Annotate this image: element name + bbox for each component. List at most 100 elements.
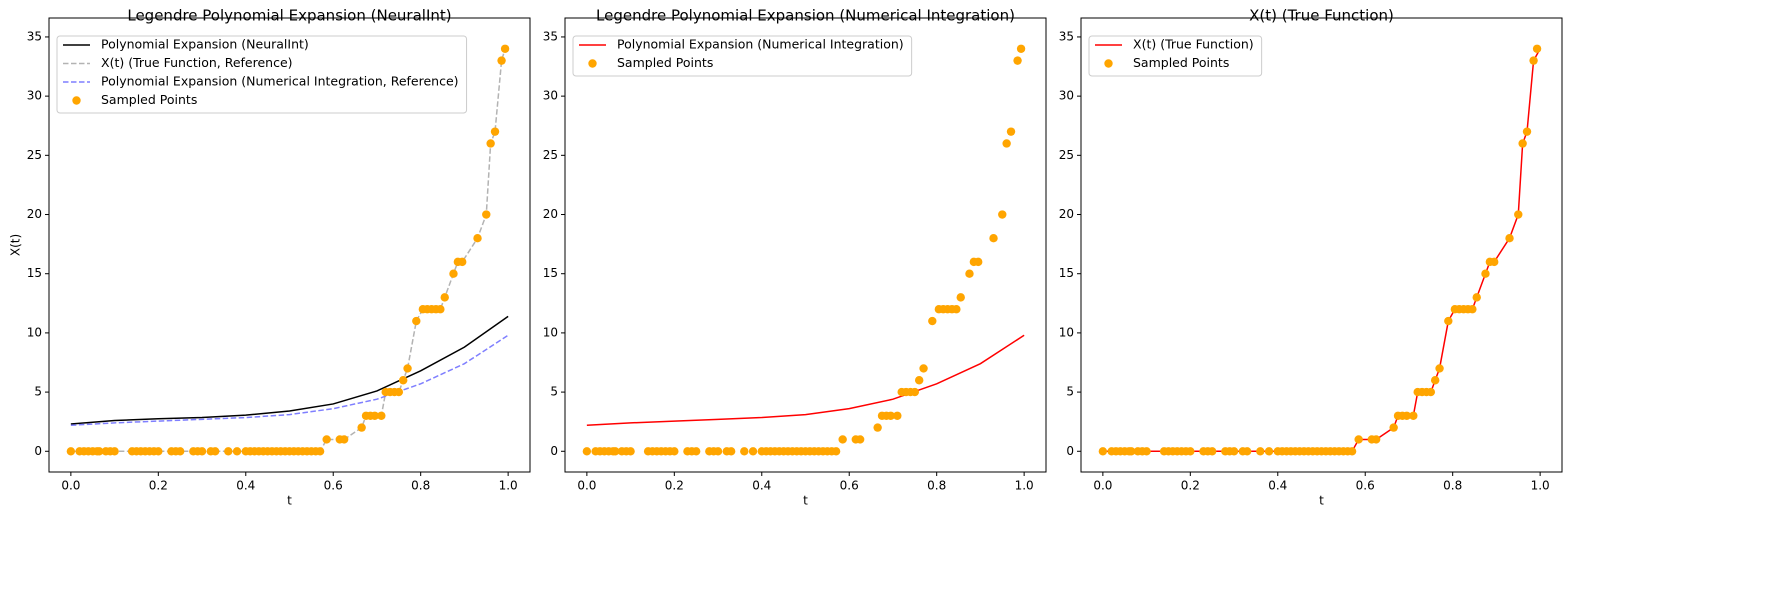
sampled-point [1207,447,1217,456]
sampled-point [500,44,510,53]
sampled-point [670,447,679,456]
sampled-point [322,435,331,444]
subplot: Legendre Polynomial Expansion (NeuralInt… [9,7,531,508]
sampled-point [928,316,937,326]
sampled-point [989,233,998,243]
sampled-point [232,447,242,456]
subplot: Legendre Polynomial Expansion (Numerical… [543,7,1047,508]
sampled-point [873,423,882,432]
y-tick-label: 15 [27,266,42,280]
sampled-point [965,269,974,278]
x-axis-label: t [287,494,292,508]
sampled-point [838,435,847,444]
sampled-point [952,305,961,314]
sampled-point [1013,56,1022,65]
sampled-point [490,127,500,136]
x-tick-label: 0.4 [236,479,255,493]
line-series [1102,48,1541,453]
sampled-point [1016,44,1026,53]
sampled-point [1426,387,1436,397]
legend-swatch [1104,59,1113,68]
legend-label: Sampled Points [1133,55,1229,70]
sampled-point [197,447,207,456]
legend-frame [572,35,913,77]
sampled-point [210,447,220,456]
x-tick-label: 1.0 [1531,479,1550,493]
sampled-point [1354,435,1363,444]
x-axis-label: t [1319,494,1324,508]
legend: Polynomial Expansion (Numerical Integrat… [572,35,913,77]
y-tick-label: 0 [550,444,558,458]
y-tick-label: 35 [543,29,558,43]
x-tick-label: 0.8 [927,479,946,493]
y-tick-label: 25 [1059,148,1074,162]
line-series [70,315,509,425]
sampled-point [726,447,736,456]
sampled-point [482,210,491,219]
y-tick-label: 5 [550,385,558,399]
sampled-point [1347,447,1357,456]
y-tick-label: 0 [1066,444,1074,458]
legend: Polynomial Expansion (NeuralInt) X(t) (Tr… [56,35,468,114]
sampled-point [357,423,366,432]
sampled-point [855,435,865,444]
legend-label: Sampled Points [617,55,713,70]
sampled-point [66,447,76,456]
sampled-point [1402,411,1411,420]
sampled-point [1435,364,1444,373]
x-tick-label: 0.0 [577,479,596,493]
sampled-point [1256,447,1265,456]
sampled-point [1481,269,1490,278]
sampled-point [370,411,379,420]
x-tick-label: 0.4 [1268,479,1287,493]
legend: X(t) (True Function) Sampled Points [1088,35,1263,77]
y-tick-label: 30 [1059,89,1074,103]
sampled-point [398,376,408,385]
x-tick-label: 1.0 [1015,479,1034,493]
sampled-point [1472,293,1481,302]
sampled-point [1229,447,1239,456]
sampled-point [914,376,924,385]
sampled-point [1409,411,1418,420]
sampled-point [1529,56,1538,65]
y-tick-label: 25 [543,148,558,162]
sampled-point [974,257,983,267]
sampled-point [440,293,449,302]
sampled-point [458,257,467,267]
sampled-point [1142,447,1151,456]
sampled-point [1186,447,1195,456]
sampled-point [412,316,421,326]
y-tick-label: 10 [1059,325,1074,339]
sampled-point [893,411,902,420]
sampled-point [1444,316,1453,326]
legend-frame [1088,35,1263,77]
sampled-point [339,435,349,444]
subplot-title: Legendre Polynomial Expansion (Numerical… [596,7,1015,25]
legend-label: Polynomial Expansion (Numerical Integrat… [101,74,459,89]
y-tick-label: 5 [1066,385,1074,399]
x-tick-label: 0.2 [149,479,168,493]
legend-swatch [72,96,81,105]
sampled-point [713,447,723,456]
legend-label: Sampled Points [101,92,197,107]
legend-frame [56,35,468,114]
line-series [586,334,1025,426]
sampled-point [1098,447,1108,456]
legend-label: Polynomial Expansion (Numerical Integrat… [617,37,904,52]
sampled-point [497,56,506,65]
sampled-point [919,364,928,373]
y-tick-label: 15 [1059,266,1074,280]
sampled-point [1242,447,1252,456]
legend-swatch [588,59,597,68]
x-tick-label: 0.0 [1093,479,1112,493]
sampled-point [1522,127,1532,136]
sampled-point [394,387,404,397]
subplot-title: Legendre Polynomial Expansion (NeuralInt… [127,7,451,25]
sampled-point [1264,447,1274,456]
sampled-point [1371,435,1381,444]
y-tick-label: 15 [543,266,558,280]
y-tick-label: 25 [27,148,42,162]
sampled-point [626,447,635,456]
x-axis-label: t [803,494,808,508]
